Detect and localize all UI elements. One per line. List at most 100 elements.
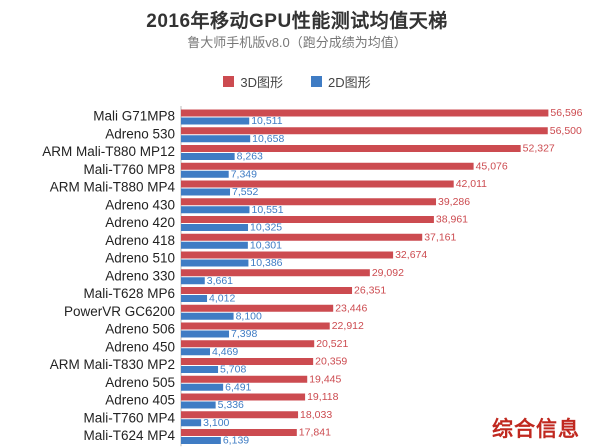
bar-3d [181,375,308,383]
category-label: Mali-T628 MP6 [83,286,175,301]
bar-3d [181,393,306,401]
data-label-3d: 56,500 [550,125,582,137]
data-label-3d: 20,359 [315,356,347,368]
bar-3d [181,198,437,206]
data-label-2d: 3,661 [207,275,233,287]
data-label-3d: 23,446 [335,302,367,314]
bar-2d [181,224,249,231]
category-label: Adreno 450 [105,339,175,354]
data-label-3d: 20,521 [316,338,348,350]
category-label: Adreno 530 [105,126,175,141]
data-label-2d: 7,552 [232,186,258,198]
bar-2d [181,277,205,285]
category-label: Adreno 418 [105,233,175,248]
data-label-2d: 10,325 [250,222,282,234]
bar-3d [181,322,330,330]
bar-2d [181,312,234,320]
bar-2d [181,259,249,267]
data-label-2d: 10,511 [251,115,282,127]
bar-3d [181,216,434,223]
bar-2d [181,295,208,302]
data-label-3d: 56,596 [550,107,582,119]
bar-2d [181,135,251,143]
data-label-3d: 37,161 [424,231,456,243]
watermark-logo: 综合信息 [492,418,580,441]
category-label: Mali-T760 MP4 [83,410,175,425]
data-label-2d: 8,263 [237,151,263,163]
bar-2d [181,437,221,444]
bar-3d [181,411,299,419]
bar-2d [181,383,224,391]
data-label-2d: 6,139 [223,435,249,447]
chart-title: 2016年移动GPU性能测试均值天梯 [146,11,448,32]
bar-3d [181,180,454,188]
data-label-2d: 8,100 [236,310,262,322]
data-label-3d: 38,961 [436,214,468,226]
data-label-3d: 45,076 [476,160,508,172]
category-label: ARM Mali-T880 MP12 [42,144,175,159]
legend-swatch-2d [311,76,322,87]
data-label-2d: 10,386 [250,257,282,269]
legend: 3D图形 2D图形 [0,72,594,91]
category-label: Mali G71MP8 [93,109,175,124]
data-label-3d: 18,033 [300,409,332,421]
data-label-2d: 4,012 [209,293,235,305]
bar-2d [181,330,230,338]
bar-3d [181,145,521,152]
bar-3d [181,162,474,170]
data-label-3d: 22,912 [332,320,364,332]
data-label-2d: 7,398 [231,328,257,340]
bar-3d [181,251,394,259]
bar-2d [181,419,202,427]
data-label-3d: 52,327 [523,143,555,155]
data-label-3d: 29,092 [372,267,404,279]
bar-2d [181,188,231,196]
data-label-2d: 6,491 [225,381,251,393]
data-label-3d: 32,674 [395,249,427,261]
data-label-3d: 26,351 [354,285,386,297]
bar-3d [181,304,334,312]
chart-subtitle: 鲁大师手机版v8.0（跑分成绩为均值） [187,35,407,50]
data-label-2d: 10,301 [250,239,282,251]
category-label: Adreno 505 [105,375,175,390]
data-label-3d: 19,445 [309,373,341,385]
bar-2d [181,117,250,125]
bar-3d [181,109,549,117]
bar-2d [181,348,211,356]
legend-label-3d: 3D图形 [240,75,283,90]
bar-2d [181,153,235,160]
bar-2d [181,206,250,214]
bar-3d [181,127,548,135]
data-label-2d: 3,100 [203,417,229,429]
bar-3d [181,429,297,436]
legend-swatch-3d [223,76,235,87]
data-label-3d: 42,011 [456,178,487,190]
bar-3d [181,358,314,365]
legend-label-2d: 2D图形 [328,75,371,90]
data-label-2d: 7,349 [231,168,257,180]
category-label: Adreno 405 [105,393,175,408]
data-label-2d: 4,469 [212,346,238,358]
category-label: Mali-T624 MP4 [83,428,175,443]
category-label: Adreno 506 [105,322,175,337]
data-label-2d: 5,336 [218,399,244,411]
bar-3d [181,287,353,294]
bar-3d [181,269,370,277]
legend-item-2d: 2D图形 [311,72,371,91]
data-label-3d: 17,841 [299,427,331,439]
category-label: Adreno 330 [105,268,175,283]
legend-item-3d: 3D图形 [223,72,283,91]
data-label-2d: 10,551 [251,204,283,216]
category-label: Mali-T760 MP8 [83,162,175,177]
data-label-3d: 39,286 [438,196,470,208]
bar-3d [181,233,423,241]
category-label: ARM Mali-T830 MP2 [50,357,175,372]
category-label: Adreno 420 [105,215,175,230]
category-label: Adreno 510 [105,251,175,266]
bar-2d [181,170,229,178]
category-label: Adreno 430 [105,197,175,212]
bar-2d [181,241,248,249]
data-label-2d: 10,658 [252,133,284,145]
category-label: PowerVR GC6200 [64,304,175,319]
